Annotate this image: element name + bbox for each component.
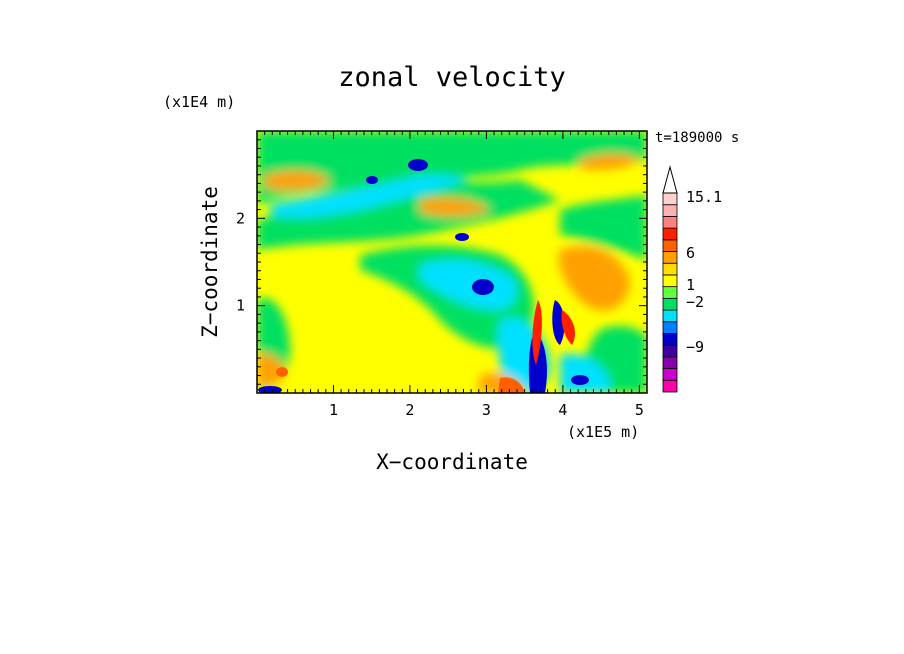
colorbar-swatch bbox=[662, 274, 678, 288]
x-axis-ticks: 1 2 3 4 5 bbox=[264, 131, 644, 419]
field-core bbox=[276, 367, 288, 377]
colorbar-swatch bbox=[662, 379, 678, 393]
field-region bbox=[560, 195, 647, 260]
field-core bbox=[498, 377, 525, 393]
colorbar-label: 15.1 bbox=[686, 188, 722, 206]
field-core bbox=[366, 176, 378, 184]
colorbar-swatch bbox=[662, 239, 678, 252]
colorbar-swatch bbox=[662, 227, 678, 241]
contour-field bbox=[257, 131, 647, 393]
field-region bbox=[420, 198, 490, 217]
colorbar-swatch bbox=[662, 251, 678, 264]
colorbar-swatch bbox=[662, 356, 678, 369]
colorbar-extend-arrow bbox=[662, 165, 678, 194]
x-tick-label: 3 bbox=[482, 401, 491, 419]
field-region bbox=[420, 259, 518, 310]
y-unit-label: (x1E4 m) bbox=[163, 93, 235, 111]
x-axis-label: X−coordinate bbox=[376, 450, 528, 474]
x-tick-label: 4 bbox=[558, 401, 567, 419]
colorbar-swatch bbox=[662, 344, 678, 358]
colorbar-swatch bbox=[662, 321, 678, 334]
chart-title: zonal velocity bbox=[338, 62, 566, 93]
field-core bbox=[258, 386, 282, 393]
colorbar-swatch bbox=[662, 286, 678, 299]
field-core bbox=[408, 159, 428, 171]
x-tick-label: 1 bbox=[329, 401, 338, 419]
colorbar-swatch bbox=[662, 368, 678, 381]
field-region bbox=[265, 170, 330, 190]
colorbar-swatch bbox=[662, 262, 678, 276]
field-core bbox=[552, 300, 565, 345]
field-region bbox=[580, 154, 640, 170]
x-tick-label: 5 bbox=[635, 401, 644, 419]
colorbar: 15.1 6 1−2 −9 bbox=[662, 165, 722, 393]
colorbar-swatch bbox=[662, 309, 678, 323]
field-core bbox=[571, 375, 589, 385]
colorbar-swatch bbox=[662, 192, 678, 206]
x-tick-label: 2 bbox=[405, 401, 414, 419]
x-unit-label: (x1E5 m) bbox=[567, 423, 639, 441]
field-core bbox=[472, 279, 494, 295]
colorbar-label: 1 bbox=[686, 276, 695, 294]
field-region bbox=[560, 353, 610, 393]
field-core bbox=[561, 310, 575, 345]
y-axis-label: Z−coordinate bbox=[198, 186, 222, 338]
y-axis-ticks: 12 bbox=[236, 139, 647, 385]
y-tick-label: 2 bbox=[236, 209, 245, 227]
field-region bbox=[270, 175, 470, 218]
field-region bbox=[257, 353, 285, 387]
field-region bbox=[257, 131, 647, 205]
colorbar-swatch bbox=[662, 297, 678, 311]
colorbar-label: −2 bbox=[686, 293, 704, 311]
colorbar-label: −9 bbox=[686, 338, 704, 356]
field-region bbox=[558, 246, 630, 311]
colorbar-swatch bbox=[662, 204, 678, 217]
y-tick-label: 1 bbox=[236, 297, 245, 315]
field-core bbox=[455, 233, 469, 241]
time-label: t=189000 s bbox=[655, 130, 739, 146]
colorbar-label: 6 bbox=[686, 244, 695, 262]
colorbar-swatch bbox=[662, 333, 678, 346]
field-core bbox=[532, 300, 542, 365]
colorbar-swatch bbox=[662, 216, 678, 229]
field-region bbox=[257, 180, 560, 250]
